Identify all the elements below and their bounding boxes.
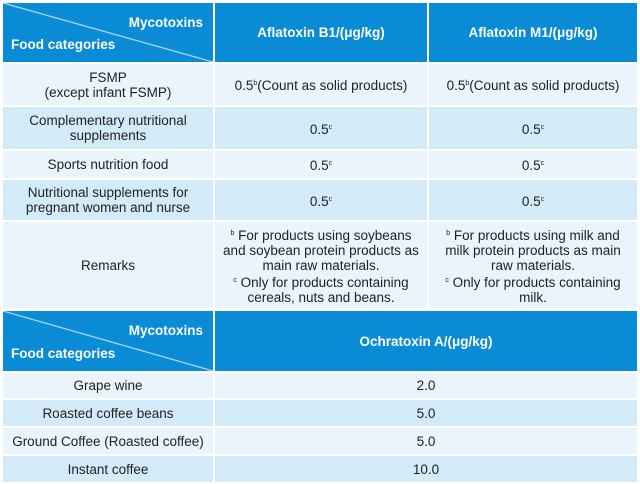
food-categories-label: Food categories: [11, 37, 116, 52]
category-cell: Sports nutrition food: [1, 149, 215, 180]
value-cell: 0.5c: [427, 178, 639, 222]
category-cell: Nutritional supplements for pregnant wom…: [1, 178, 215, 222]
table-row: Sports nutrition food 0.5c 0.5c: [1, 149, 639, 180]
mycotoxins-label: Mycotoxins: [128, 323, 203, 338]
value-cell: 0.5c: [213, 178, 429, 222]
category-cell: Ground Coffee (Roasted coffee): [1, 426, 215, 456]
category-cell: Instant coffee: [1, 454, 215, 484]
table-row: Instant coffee 10.0: [1, 454, 639, 484]
value-cell: 5.0: [213, 426, 639, 456]
table-row: Roasted coffee beans 5.0: [1, 398, 639, 428]
aflatoxin-table: Mycotoxins Food categories Aflatoxin B1/(…: [1, 1, 639, 310]
value-cell: 5.0: [213, 398, 639, 428]
header-ochratoxin-a: Ochratoxin A/(μg/kg): [213, 309, 639, 373]
table-row: Nutritional supplements for pregnant wom…: [1, 178, 639, 222]
value-cell: 2.0: [213, 371, 639, 400]
header-corner: Mycotoxins Food categories: [1, 1, 215, 64]
value-cell: 0.5b(Count as solid products): [213, 62, 429, 107]
table-row: Complementary nutritional supplements 0.…: [1, 105, 639, 151]
header-aflatoxin-m1: Aflatoxin M1/(μg/kg): [427, 1, 639, 64]
table-row: Ground Coffee (Roasted coffee) 5.0: [1, 426, 639, 456]
table-row: FSMP (except infant FSMP) 0.5b(Count as s…: [1, 62, 639, 107]
remarks-row: Remarks b For products using soybeans an…: [1, 220, 639, 310]
food-categories-label: Food categories: [11, 346, 116, 361]
header-corner: Mycotoxins Food categories: [1, 309, 215, 373]
value-cell: 0.5c: [213, 149, 429, 180]
category-cell: Complementary nutritional supplements: [1, 105, 215, 151]
table-row: Grape wine 2.0: [1, 371, 639, 400]
value-cell: 10.0: [213, 454, 639, 484]
remarks-label: Remarks: [1, 220, 215, 310]
value-cell: 0.5c: [427, 105, 639, 151]
category-cell: FSMP (except infant FSMP): [1, 62, 215, 107]
category-cell: Roasted coffee beans: [1, 398, 215, 428]
mycotoxins-label: Mycotoxins: [128, 15, 203, 30]
value-cell: 0.5b(Count as solid products): [427, 62, 639, 107]
remarks-m1: b For products using milk and milk prote…: [427, 220, 639, 310]
category-cell: Grape wine: [1, 371, 215, 400]
value-cell: 0.5c: [427, 149, 639, 180]
header-aflatoxin-b1: Aflatoxin B1/(μg/kg): [213, 1, 429, 64]
remarks-b1: b For products using soybeans and soybea…: [213, 220, 429, 310]
value-cell: 0.5c: [213, 105, 429, 151]
ochratoxin-table: Mycotoxins Food categories Ochratoxin A/(…: [1, 309, 639, 484]
